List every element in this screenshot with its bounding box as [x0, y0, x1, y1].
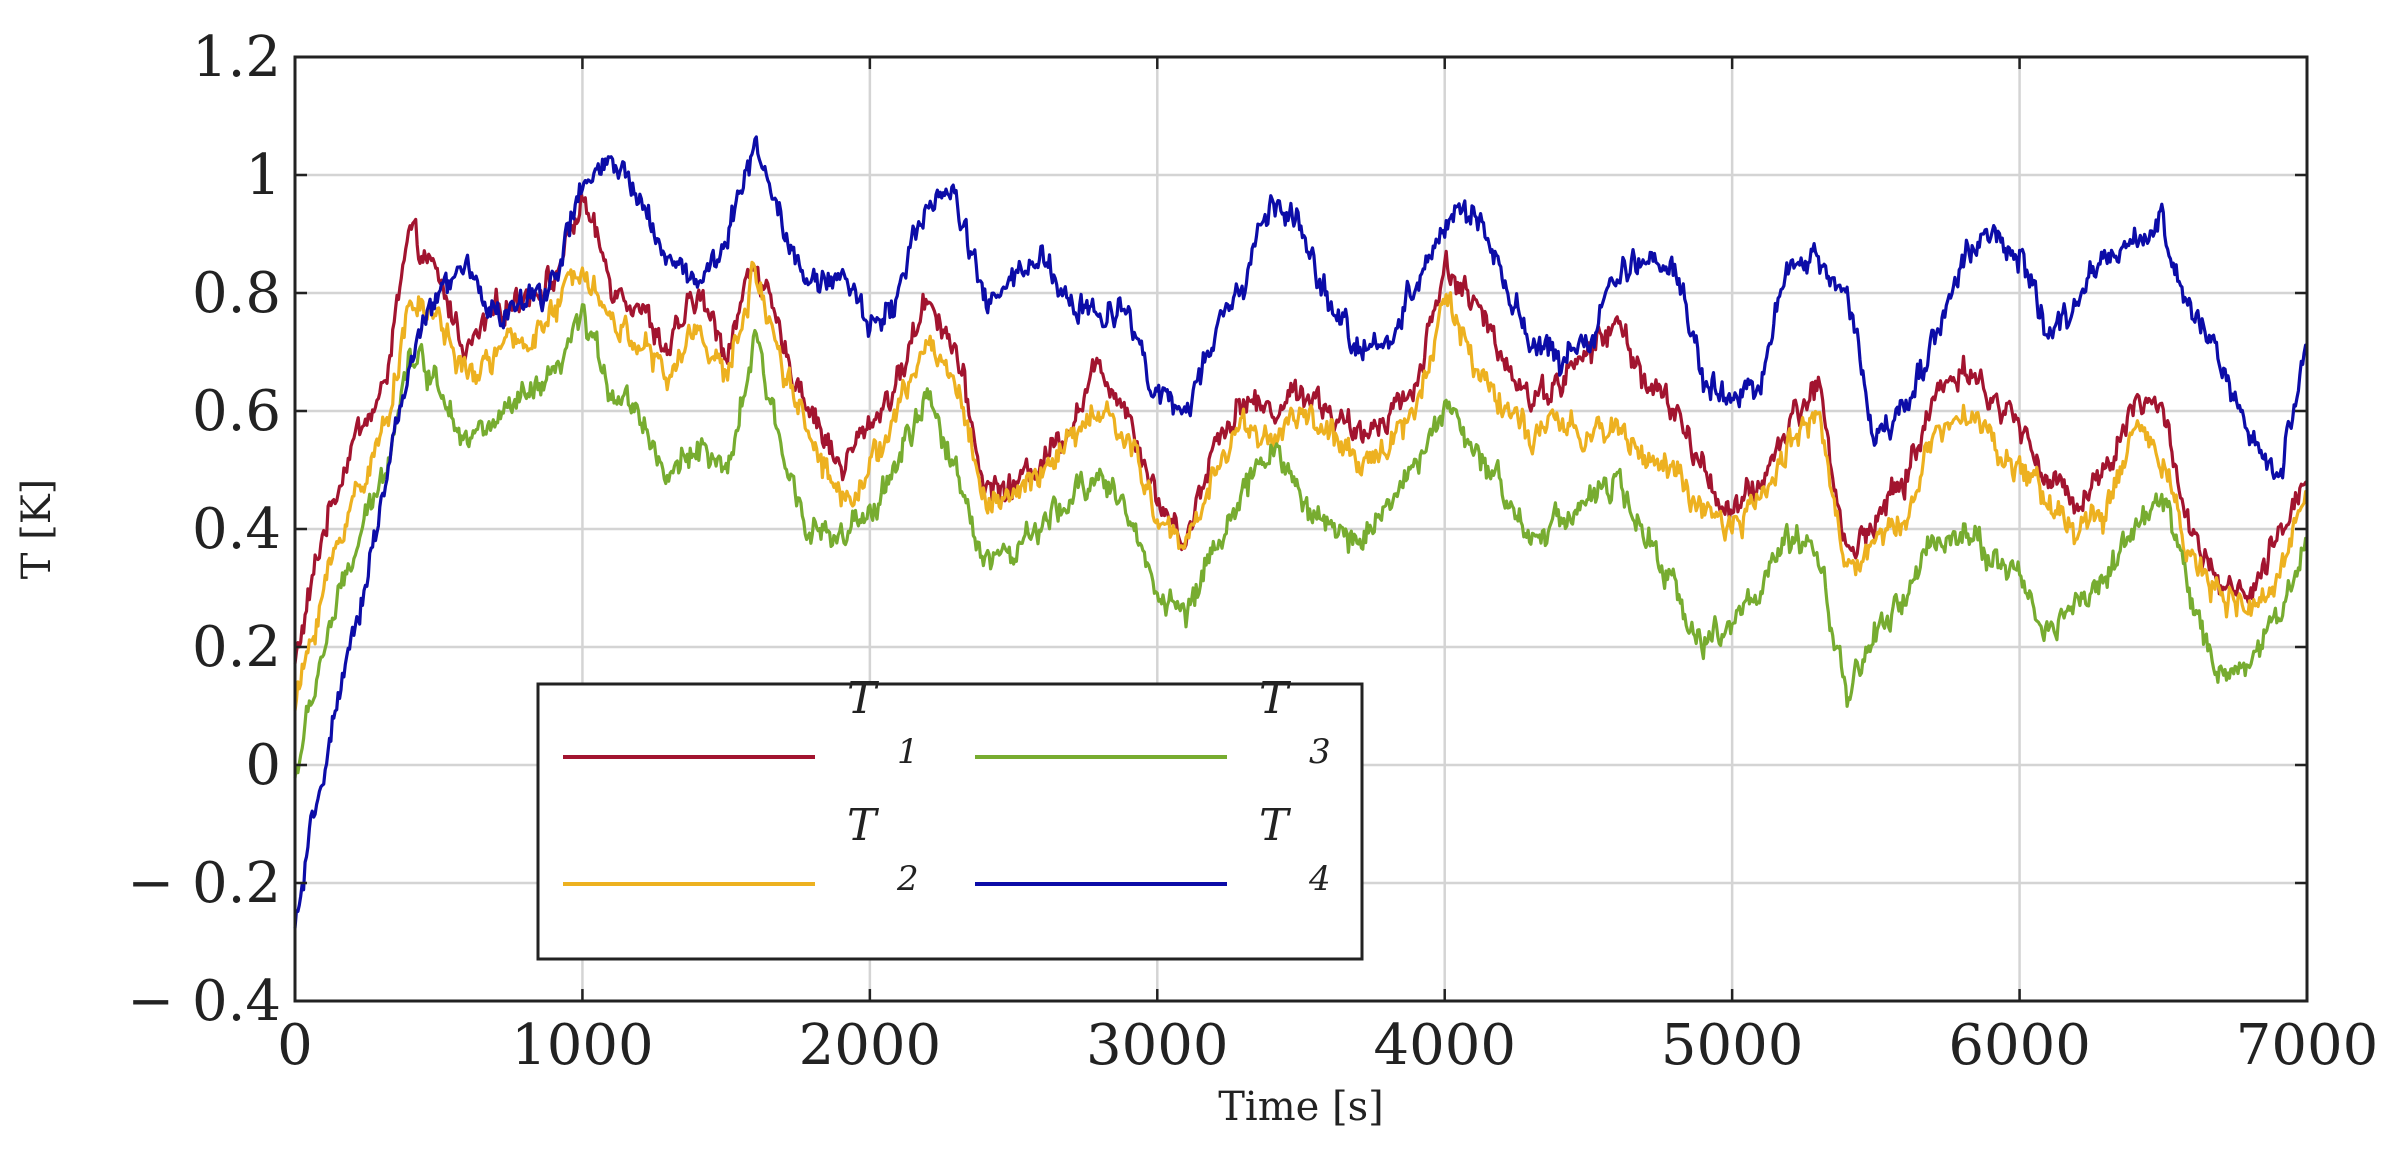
- x-tick-label: 7000: [2236, 1013, 2379, 1078]
- y-tick-label: − 0.2: [127, 851, 281, 916]
- x-tick-label: 6000: [1948, 1013, 2091, 1078]
- y-tick-label: 1: [245, 143, 281, 208]
- series-line-t3: [293, 303, 2308, 779]
- x-axis-label: Time [s]: [1218, 1084, 1384, 1130]
- x-tick-label: 3000: [1086, 1013, 1229, 1078]
- y-tick-label: 0.2: [192, 615, 281, 680]
- legend-subscript-t3: 3: [1309, 732, 1331, 772]
- y-tick-label: 1.2: [192, 25, 281, 90]
- x-tick-label: 1000: [511, 1013, 654, 1078]
- x-tick-label: 2000: [799, 1013, 942, 1078]
- series-layer: [293, 135, 2309, 929]
- x-tick-label: 5000: [1661, 1013, 1804, 1078]
- legend-subscript-t1: 1: [897, 732, 919, 772]
- legend-subscript-t2: 2: [896, 859, 919, 899]
- legend-label-t4: T: [1259, 800, 1292, 851]
- legend-box: [536, 682, 1364, 961]
- axis-ticks: 0 1000 2000 3000 4000 5000 6000 7000 − 0.4 − 0.2 0…: [127, 25, 2378, 1078]
- legend-label-t1: T: [847, 673, 880, 724]
- y-tick-label: 0.8: [192, 261, 281, 326]
- series-line-t1: [293, 192, 2308, 664]
- legend-label-t3: T: [1259, 673, 1292, 724]
- series-line-t4: [293, 135, 2309, 929]
- legend-label-t2: T: [847, 800, 880, 851]
- y-axis-label: T [K]: [14, 479, 60, 580]
- series-line-t2: [293, 260, 2309, 711]
- legend-subscript-t4: 4: [1308, 859, 1331, 899]
- y-tick-label: − 0.4: [127, 969, 281, 1034]
- x-tick-label: 4000: [1373, 1013, 1516, 1078]
- y-tick-label: 0.6: [192, 379, 281, 444]
- y-tick-label: 0: [245, 733, 281, 798]
- y-tick-label: 0.4: [192, 497, 281, 562]
- x-tick-label: 0: [277, 1013, 313, 1078]
